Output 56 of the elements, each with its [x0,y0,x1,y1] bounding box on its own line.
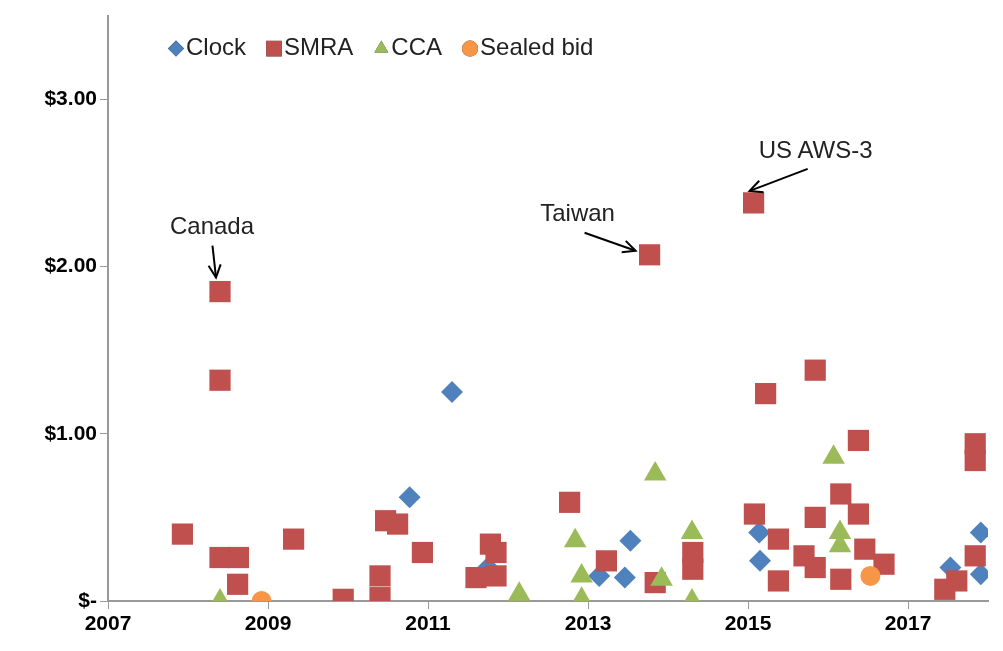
point [386,513,409,535]
point [767,570,790,592]
point [847,503,870,525]
x-tick-label: 2017 [884,611,932,635]
point [485,565,507,587]
annotation: Taiwan [540,199,615,227]
point [595,550,618,572]
legend-label: Sealed bid [480,33,594,61]
point [209,369,231,391]
point [682,558,704,580]
y-tick-label: $2.00 [44,253,97,277]
point [226,573,249,595]
x-tick-label: 2015 [724,611,772,635]
point [485,541,507,564]
point [613,566,636,589]
point [964,545,986,567]
legend-label: CCA [391,33,443,61]
x-tick-label: 2011 [405,611,452,635]
point [804,556,826,579]
point [619,529,642,552]
point [754,383,777,405]
y-tick-label: $- [78,587,97,611]
y-tick-label: $1.00 [44,420,97,444]
point [282,528,305,550]
point [398,486,421,509]
legend-label: Clock [186,33,248,61]
annotation: Canada [169,212,255,240]
point [934,578,956,600]
x-tick-label: 2013 [564,611,612,635]
point [749,549,771,572]
y-tick-label: $3.00 [44,86,97,110]
point [209,280,231,303]
x-tick-label: 2009 [244,611,292,635]
point [873,553,895,575]
point [830,483,852,505]
point [767,528,790,550]
point [964,449,986,472]
point [804,506,826,528]
point [847,429,870,452]
legend-label: SMRA [284,33,354,61]
point [742,192,765,214]
point [558,491,581,513]
point [369,565,391,587]
x-tick-label: 2007 [84,611,132,635]
point [743,503,766,525]
point [227,546,250,569]
point [830,568,852,590]
point [854,538,876,560]
annotation: US AWS-3 [758,135,873,163]
point [465,566,487,589]
point [860,565,881,586]
point [638,244,661,266]
point [411,541,434,564]
point [441,380,463,403]
point [804,359,826,381]
point [171,523,194,545]
